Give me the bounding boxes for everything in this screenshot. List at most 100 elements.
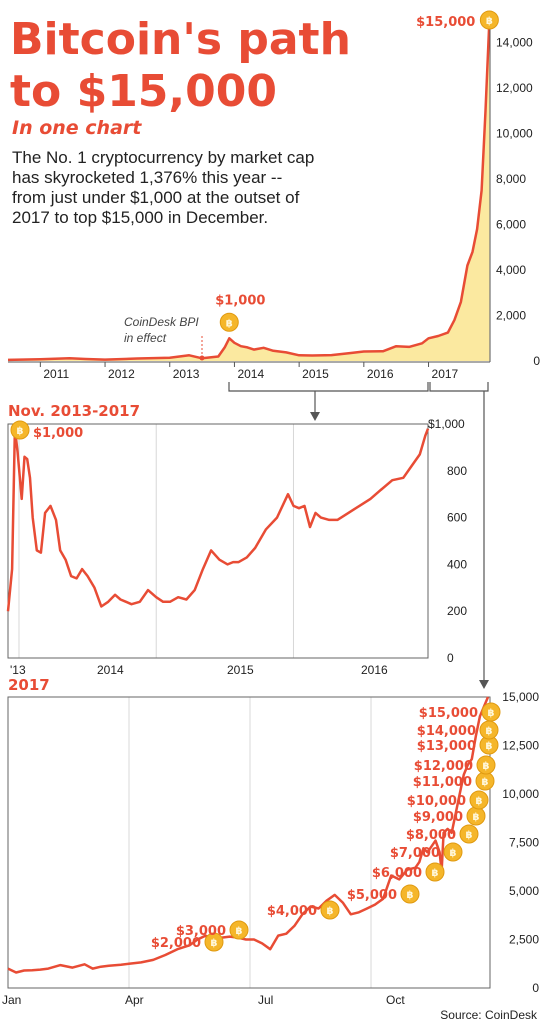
milestone-label: $8,000 — [406, 828, 456, 843]
milestone-label: $10,000 — [407, 794, 466, 809]
y-tick-label: 0 — [447, 651, 454, 665]
milestone-label: $4,000 — [267, 904, 317, 919]
x-tick-label: 2013 — [173, 367, 200, 381]
price-line — [7, 19, 491, 362]
y-tick-label: 15,000 — [502, 690, 539, 704]
x-tick-label: 2017 — [432, 367, 459, 381]
y-tick-label: 10,000 — [496, 127, 533, 141]
plot-frame — [7, 696, 491, 989]
bitcoin-coin-icon: ฿ — [320, 900, 340, 920]
coin-symbol: ฿ — [432, 868, 439, 879]
description-line: has skyrocketed 1,376% this year -- — [12, 168, 282, 187]
peak-label: $1,000 — [33, 426, 83, 441]
page-subtitle: In one chart — [12, 117, 142, 139]
bitcoin-coin-icon: ฿ — [219, 312, 239, 332]
y-tick-label: 12,500 — [502, 739, 539, 753]
bitcoin-coin-icon: ฿ — [475, 771, 495, 791]
x-tick-label: Jan — [2, 993, 21, 1007]
coin-face — [204, 932, 224, 952]
y-tick-label: 400 — [447, 557, 467, 571]
milestone-label: $2,000 — [151, 936, 201, 951]
x-tick-label: Jul — [258, 993, 273, 1007]
x-tick-label: 2014 — [237, 367, 264, 381]
bitcoin-coin-icon: ฿ — [481, 702, 501, 722]
coin-face — [10, 420, 30, 440]
description-line: 2017 to top $15,000 in December. — [12, 208, 268, 227]
bitcoin-coin-icon: ฿ — [229, 920, 249, 940]
milestone-label: $5,000 — [347, 888, 397, 903]
panel-title: Nov. 2013-2017 — [8, 402, 140, 420]
y-tick-label: 2,000 — [496, 309, 526, 323]
coin-face — [479, 10, 499, 30]
bitcoin-coin-icon: ฿ — [10, 420, 30, 440]
price-line — [6, 427, 430, 612]
panel-2013-2017: Nov. 2013-2017 0 200 400 600 800 $1,000 '13 2014… — [6, 402, 467, 677]
milestone-label: $13,000 — [417, 739, 476, 754]
coin-symbol: ฿ — [450, 848, 457, 859]
milestone-label: $11,000 — [413, 775, 472, 790]
bitcoin-coin-icon: ฿ — [479, 10, 499, 30]
bitcoin-coin-icon: ฿ — [443, 842, 463, 862]
y-tick-label: 7,500 — [509, 836, 539, 850]
x-tick-label: 2014 — [97, 663, 124, 677]
bitcoin-coin-icon: ฿ — [469, 790, 489, 810]
coin-symbol: ฿ — [327, 906, 334, 917]
bitcoin-coin-icon: ฿ — [476, 755, 496, 775]
coin-face — [443, 842, 463, 862]
y-tick-label: 8,000 — [496, 172, 526, 186]
y-tick-label: 0 — [532, 981, 539, 995]
coin-symbol: ฿ — [486, 741, 493, 752]
panel-full-history: 0 2,000 4,000 6,000 8,000 10,000 12,000 14,000 2… — [7, 10, 540, 381]
y-tick-label: 12,000 — [496, 81, 533, 95]
peak-label: $15,000 — [416, 15, 475, 30]
bitcoin-coin-icon: ฿ — [479, 720, 499, 740]
description-line: The No. 1 cryptocurrency by market cap — [12, 148, 314, 167]
y-tick-label: 2,500 — [509, 933, 539, 947]
source-note: Source: CoinDesk — [440, 1008, 538, 1022]
y-tick-label: 200 — [447, 604, 467, 618]
y-tick-label: 600 — [447, 511, 467, 525]
coin-face — [481, 702, 501, 722]
coin-face — [476, 755, 496, 775]
bitcoin-coin-icon: ฿ — [466, 806, 486, 826]
coin-face — [425, 862, 445, 882]
y-tick-label: 0 — [533, 354, 540, 368]
bitcoin-coin-icon: ฿ — [459, 824, 479, 844]
x-tick-label: 2016 — [361, 663, 388, 677]
annotation-dot — [199, 355, 205, 361]
milestone-label: $3,000 — [176, 924, 226, 939]
milestone-label: $12,000 — [414, 759, 473, 774]
annotation-text: CoinDesk BPI — [124, 315, 199, 329]
x-tick-label: 2016 — [367, 367, 394, 381]
coin-face — [469, 790, 489, 810]
page-title-line2: to $15,000 — [10, 66, 277, 117]
y-tick-label: 800 — [447, 464, 467, 478]
y-tick-label: 4,000 — [496, 263, 526, 277]
coin-symbol: ฿ — [476, 796, 483, 807]
milestone-label: $15,000 — [419, 706, 478, 721]
coin-symbol: ฿ — [466, 830, 473, 841]
coin-symbol: ฿ — [486, 726, 493, 737]
arrow-down-icon — [479, 680, 489, 689]
y-tick-label: 10,000 — [502, 787, 539, 801]
coin-face — [229, 920, 249, 940]
annotation-text: in effect — [124, 331, 167, 345]
coin-face — [459, 824, 479, 844]
coin-symbol: ฿ — [488, 708, 495, 719]
coin-symbol: ฿ — [482, 777, 489, 788]
x-tick-label: Oct — [386, 993, 405, 1007]
plot-frame — [7, 423, 429, 659]
coin-symbol: ฿ — [486, 16, 493, 27]
y-tick-label: $1,000 — [428, 417, 465, 431]
y-tick-label: 5,000 — [509, 884, 539, 898]
y-tick-label: 14,000 — [496, 36, 533, 50]
x-tick-label: 2015 — [227, 663, 254, 677]
coin-symbol: ฿ — [211, 938, 218, 949]
x-tick-label: 2011 — [43, 367, 69, 381]
coin-face — [400, 884, 420, 904]
x-tick-label: Apr — [125, 993, 144, 1007]
milestone-label: $6,000 — [372, 866, 422, 881]
zoom-connector — [228, 382, 489, 680]
coin-symbol: ฿ — [226, 318, 233, 329]
